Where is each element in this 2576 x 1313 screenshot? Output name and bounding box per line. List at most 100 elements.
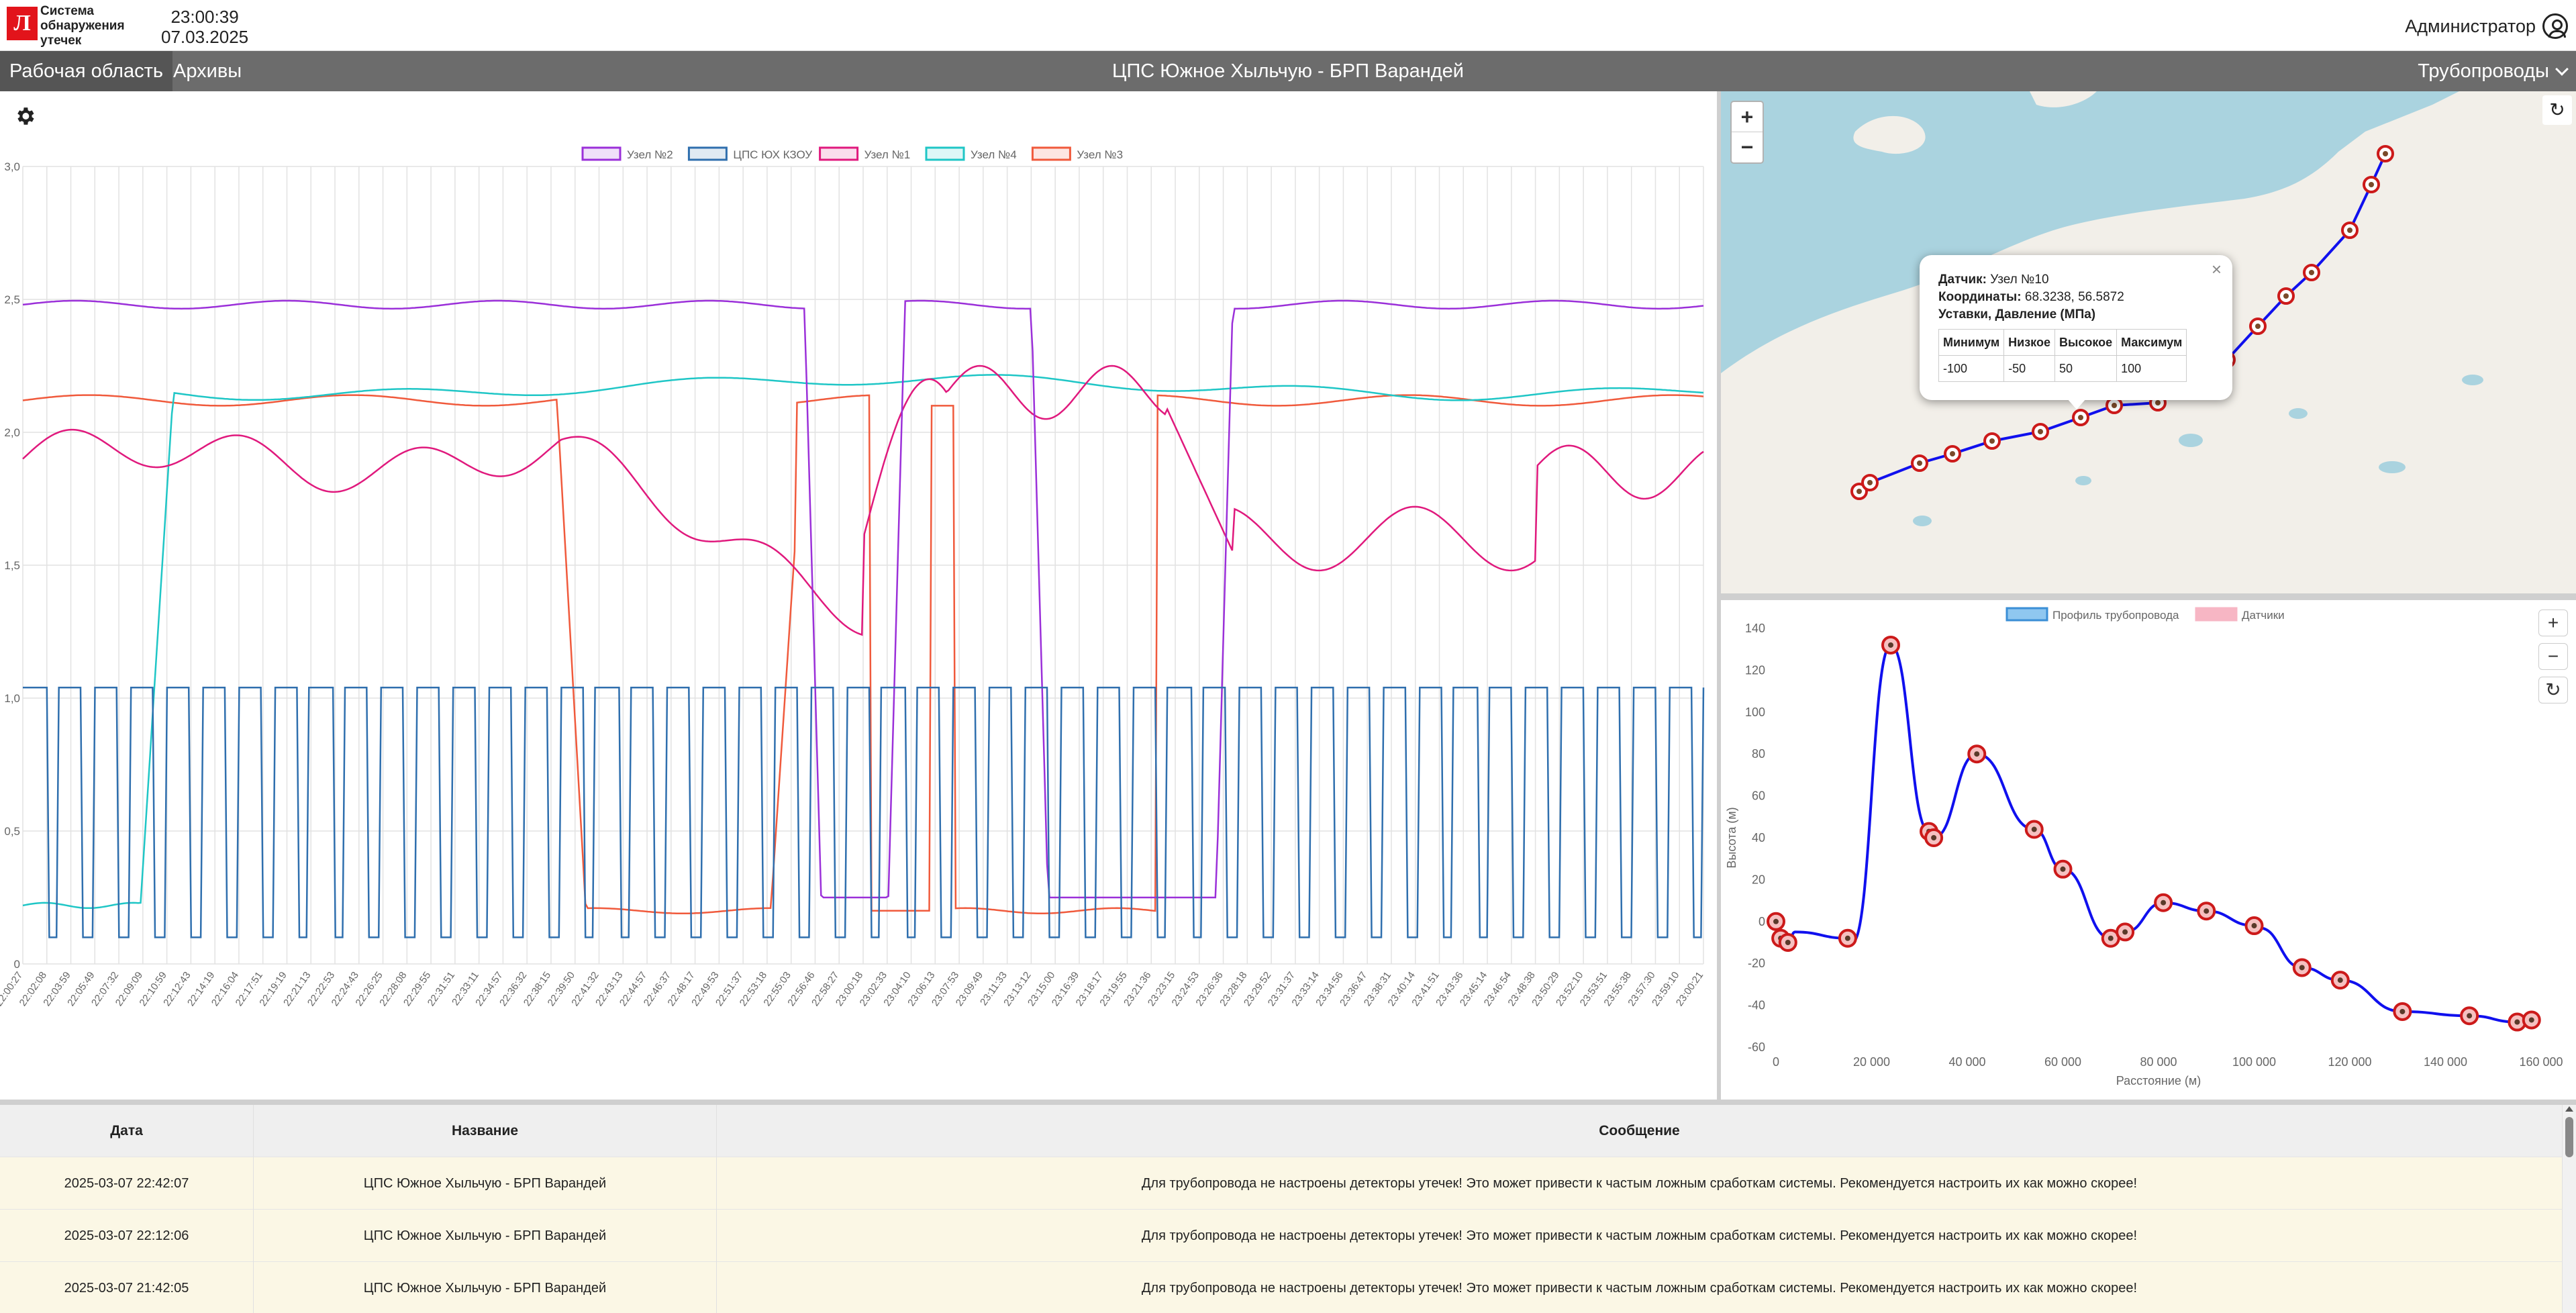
setpoints-header: Максимум [2116, 329, 2187, 356]
profile-sensor-point [2116, 922, 2135, 942]
table-row[interactable]: 2025-03-07 22:12:06 ЦПС Южное Хыльчую - … [0, 1210, 2563, 1262]
pipelines-dropdown[interactable]: Трубопроводы [2418, 51, 2569, 91]
clock-time: 23:00:39 [170, 7, 239, 27]
legend-item: Профиль трубопровода [2005, 607, 2179, 622]
popup-coords: Координаты: 68.3238, 56.5872 [1938, 289, 2214, 306]
profile-sensor-point [2330, 971, 2350, 990]
lukoil-logo: Л [7, 7, 38, 40]
table-row[interactable]: 2025-03-07 22:42:07 ЦПС Южное Хыльчую - … [0, 1157, 2563, 1210]
profile-line [1775, 643, 2532, 1024]
setpoints-header: Минимум [1938, 329, 2005, 356]
nav-bar: ЦПС Южное Хыльчую - БРП Варандей Рабочая… [0, 51, 2576, 91]
map-zoom-controls: + − [1730, 101, 1764, 164]
user-menu[interactable]: Администратор [2405, 13, 2568, 39]
column-header-name[interactable]: Название [254, 1105, 717, 1157]
x-tick-label: 80 000 [2140, 1055, 2177, 1069]
legend-item: Узел №2 [581, 146, 673, 161]
popup-close-button[interactable]: × [2211, 259, 2222, 279]
legend-item: Узел №3 [1031, 146, 1123, 161]
event-message: Для трубопровода не настроены детекторы … [717, 1262, 2563, 1313]
lake [1913, 516, 1932, 526]
map-sensor-marker [1911, 454, 1928, 472]
map-zoom-in-button[interactable]: + [1732, 102, 1763, 132]
sensor-popup: × Датчик: Узел №10 Координаты: 68.3238, … [1920, 255, 2232, 400]
popup-sensor-value: Узел №10 [1990, 273, 2049, 287]
setpoints-header: Высокое [2054, 329, 2118, 356]
y-tick-label: 2,5 [4, 293, 20, 306]
profile-sensor-dot [1974, 751, 1980, 757]
app-title-line: обнаружения [40, 19, 125, 33]
y-axis-title: Высота (м) [1725, 807, 1738, 868]
panel-splitter-vertical[interactable] [1717, 91, 1721, 1100]
event-name: ЦПС Южное Хыльчую - БРП Варандей [254, 1262, 717, 1313]
scroll-up-arrow-icon[interactable] [2565, 1106, 2573, 1112]
legend-swatch [819, 146, 859, 161]
app-title-line: Система [40, 4, 94, 18]
y-tick-label: 3,0 [4, 160, 20, 173]
profile-sensor-dot [2031, 826, 2037, 832]
tab-workspace[interactable]: Рабочая область [0, 51, 172, 91]
scrollbar-thumb[interactable] [2565, 1117, 2573, 1157]
chart-legend: Узел №2 ЦПС ЮХ КЗОУ Узел №1 Узел №4 Узел №3 [581, 146, 1123, 161]
y-tick-label: -20 [1748, 957, 1765, 970]
map-sensor-marker [1944, 445, 1961, 463]
x-tick-label: 40 000 [1948, 1055, 1985, 1069]
panel-splitter-horizontal[interactable] [1721, 593, 2576, 600]
profile-zoom-out-button[interactable]: − [2538, 643, 2568, 670]
column-header-message[interactable]: Сообщение [717, 1105, 2563, 1157]
map-sensor-dot [2155, 400, 2161, 405]
popup-coords-label: Координаты: [1938, 290, 2022, 304]
setpoints-value: 100 [2116, 355, 2187, 382]
events-header-row: Дата Название Сообщение [0, 1105, 2563, 1157]
lake [2462, 375, 2483, 385]
lake [2289, 408, 2308, 419]
map-zoom-out-button[interactable]: − [1740, 135, 1754, 159]
popup-tip [2067, 399, 2086, 409]
profile-sensor-point [1967, 744, 1987, 764]
map-sensor-dot [1867, 480, 1873, 485]
legend-label: Датчики [2242, 609, 2285, 622]
y-tick-label: 20 [1752, 873, 1765, 886]
popup-setpoints-title-text: Уставки, Давление (МПа) [1938, 307, 2096, 322]
profile-sensor-point [2197, 902, 2216, 921]
map-sensor-dot [2383, 151, 2388, 156]
popup-sensor-label: Датчик: [1938, 273, 1987, 287]
profile-sensor-dot [1844, 935, 1850, 941]
map-sensor-markers [1850, 145, 2394, 500]
map-sensor-marker [1861, 474, 1879, 491]
column-header-date[interactable]: Дата [0, 1105, 254, 1157]
map-sensor-marker [2249, 318, 2267, 335]
table-row[interactable]: 2025-03-07 21:42:05 ЦПС Южное Хыльчую - … [0, 1262, 2563, 1313]
profile-sensor-dot [2399, 1008, 2406, 1014]
map-sensor-marker [2106, 397, 2123, 414]
legend-label: Профиль трубопровода [2052, 609, 2179, 622]
y-tick-label: 1,0 [4, 692, 20, 705]
profile-sensor-point [2244, 916, 2264, 936]
profile-reset-zoom-icon[interactable]: ↻ [2538, 677, 2568, 703]
gear-icon[interactable] [13, 105, 36, 128]
profile-zoom-in-button[interactable]: + [2538, 610, 2568, 636]
profile-sensor-point [2053, 859, 2073, 879]
map-sensor-dot [1917, 460, 1922, 466]
y-tick-label: 40 [1752, 831, 1765, 844]
clock-date: 07.03.2025 [161, 27, 249, 47]
map-refresh-icon[interactable]: ↻ [2542, 95, 2572, 125]
pressure-trend-chart[interactable]: Узел №2 ЦПС ЮХ КЗОУ Узел №1 Узел №4 Узел №3 0… [0, 91, 1717, 1100]
map-sensor-dot [2309, 270, 2314, 275]
user-icon[interactable] [2542, 13, 2568, 39]
map-sensor-marker [1983, 432, 2001, 450]
series-line-uzel1 [22, 364, 1704, 636]
events-scrollbar[interactable] [2563, 1105, 2576, 1313]
panel-splitter-bottom[interactable] [0, 1100, 2576, 1105]
tab-archives[interactable]: Архивы [173, 60, 242, 82]
series-line-kzou [23, 686, 1705, 938]
x-tick-label: 60 000 [2044, 1055, 2081, 1069]
series-line-uzel3 [22, 394, 1704, 915]
island [1853, 115, 1926, 154]
event-date: 2025-03-07 21:42:05 [0, 1262, 254, 1313]
profile-sensor-point [1881, 635, 1900, 654]
profile-sensor-point [2522, 1010, 2541, 1030]
pipeline-profile-chart[interactable]: Профиль трубопровода Датчики -60 -40 -20 0 20 4… [1721, 600, 2576, 1100]
user-name: Администратор [2405, 15, 2536, 36]
profile-sensor-dot [2060, 866, 2066, 872]
